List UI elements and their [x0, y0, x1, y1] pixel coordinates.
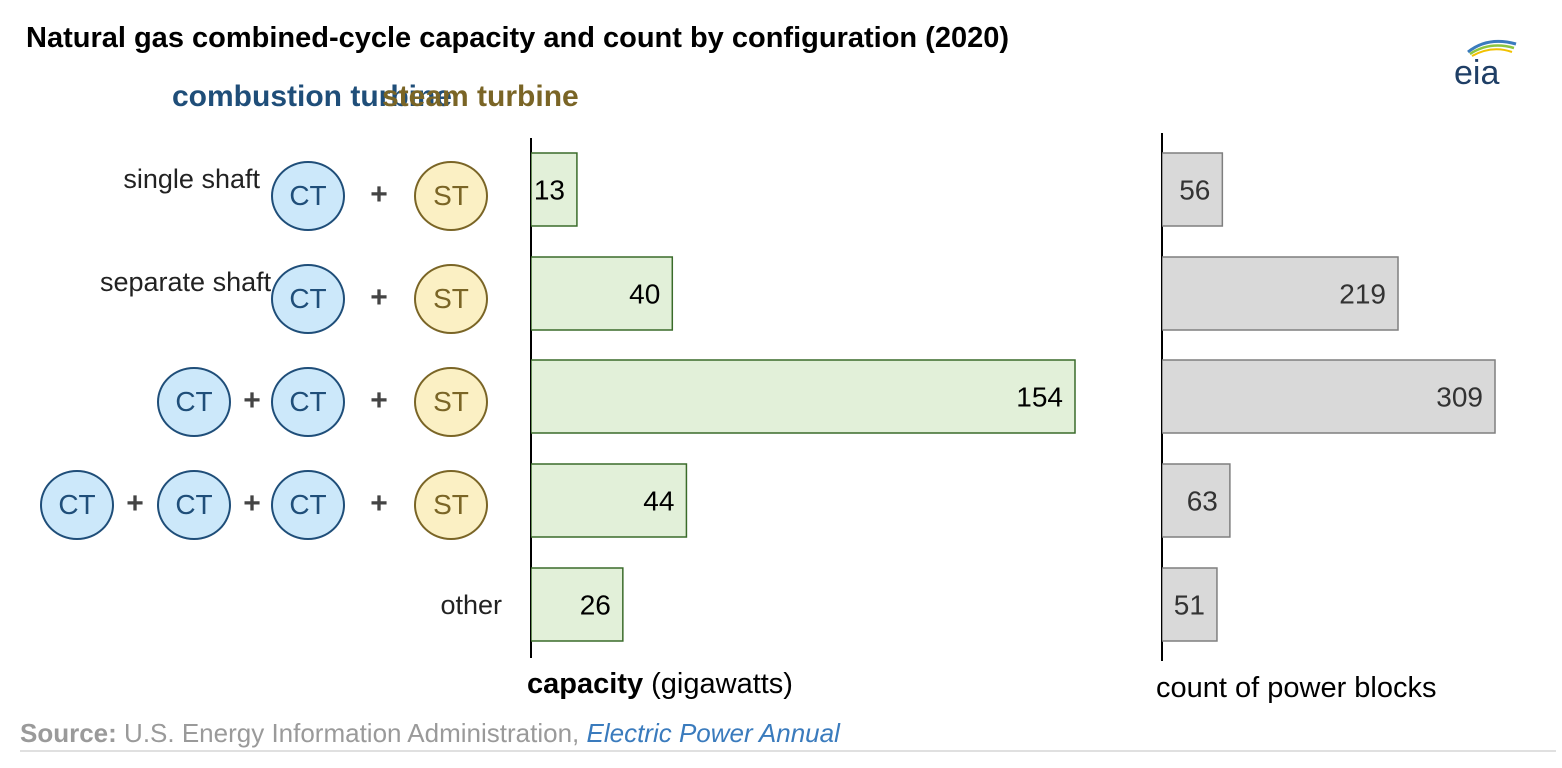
plus-sign: + [370, 281, 388, 314]
plus-sign: + [243, 487, 261, 520]
st-circle: ST [414, 264, 488, 334]
plus-sign: + [126, 487, 144, 520]
eia-logo: eia [1440, 34, 1530, 94]
capacity-value-label: 154 [1016, 382, 1063, 413]
ct-circle: CT [157, 367, 231, 437]
st-circle: ST [414, 367, 488, 437]
ct-circle: CT [271, 367, 345, 437]
ct-circle: CT [271, 470, 345, 540]
count-bar-chart: 56 219 309 63 51 [1162, 152, 1496, 642]
count-bar [1162, 359, 1496, 434]
ct-circle: CT [40, 470, 114, 540]
plus-sign: + [370, 384, 388, 417]
combustion-turbine-header: combustion turbine [172, 80, 452, 113]
row-label-separate-shaft: separate shaft [100, 267, 272, 297]
count-value-label: 56 [1179, 175, 1210, 206]
bottom-divider [20, 750, 1556, 752]
capacity-bar [531, 359, 1076, 434]
logo-text: eia [1454, 54, 1499, 92]
ct-circle: CT [271, 264, 345, 334]
row-label-other: other [440, 590, 502, 620]
plus-sign: + [370, 178, 388, 211]
capacity-bar [531, 567, 624, 642]
st-circle: ST [414, 470, 488, 540]
count-value-label: 51 [1174, 590, 1205, 621]
chart-title: Natural gas combined-cycle capacity and … [26, 22, 1010, 54]
capacity-bar [531, 152, 578, 227]
source-note: Source: U.S. Energy Information Administ… [20, 718, 840, 748]
steam-turbine-header: steam turbine [382, 80, 579, 113]
source-publication-link[interactable]: Electric Power Annual [586, 718, 840, 748]
row-label-single-shaft: single shaft [123, 164, 260, 194]
count-bar [1162, 567, 1218, 642]
count-axis-label: count of power blocks [1156, 672, 1437, 704]
count-bar [1162, 463, 1231, 538]
count-value-label: 219 [1339, 279, 1386, 310]
ct-circle: CT [157, 470, 231, 540]
capacity-value-label: 40 [629, 279, 660, 310]
st-circle: ST [414, 161, 488, 231]
capacity-value-label: 13 [534, 175, 565, 206]
capacity-bar-chart: 13 40 154 44 26 [531, 152, 1076, 642]
capacity-axis-label: capacity (gigawatts) [527, 668, 793, 700]
capacity-bar [531, 463, 688, 538]
capacity-bar [531, 256, 674, 331]
count-bar [1162, 152, 1224, 227]
capacity-value-label: 44 [643, 486, 674, 517]
ct-circle: CT [271, 161, 345, 231]
capacity-value-label: 26 [580, 590, 611, 621]
count-value-label: 63 [1187, 486, 1218, 517]
plus-sign: + [370, 487, 388, 520]
count-value-label: 309 [1436, 382, 1483, 413]
count-bar [1162, 256, 1399, 331]
plus-sign: + [243, 384, 261, 417]
